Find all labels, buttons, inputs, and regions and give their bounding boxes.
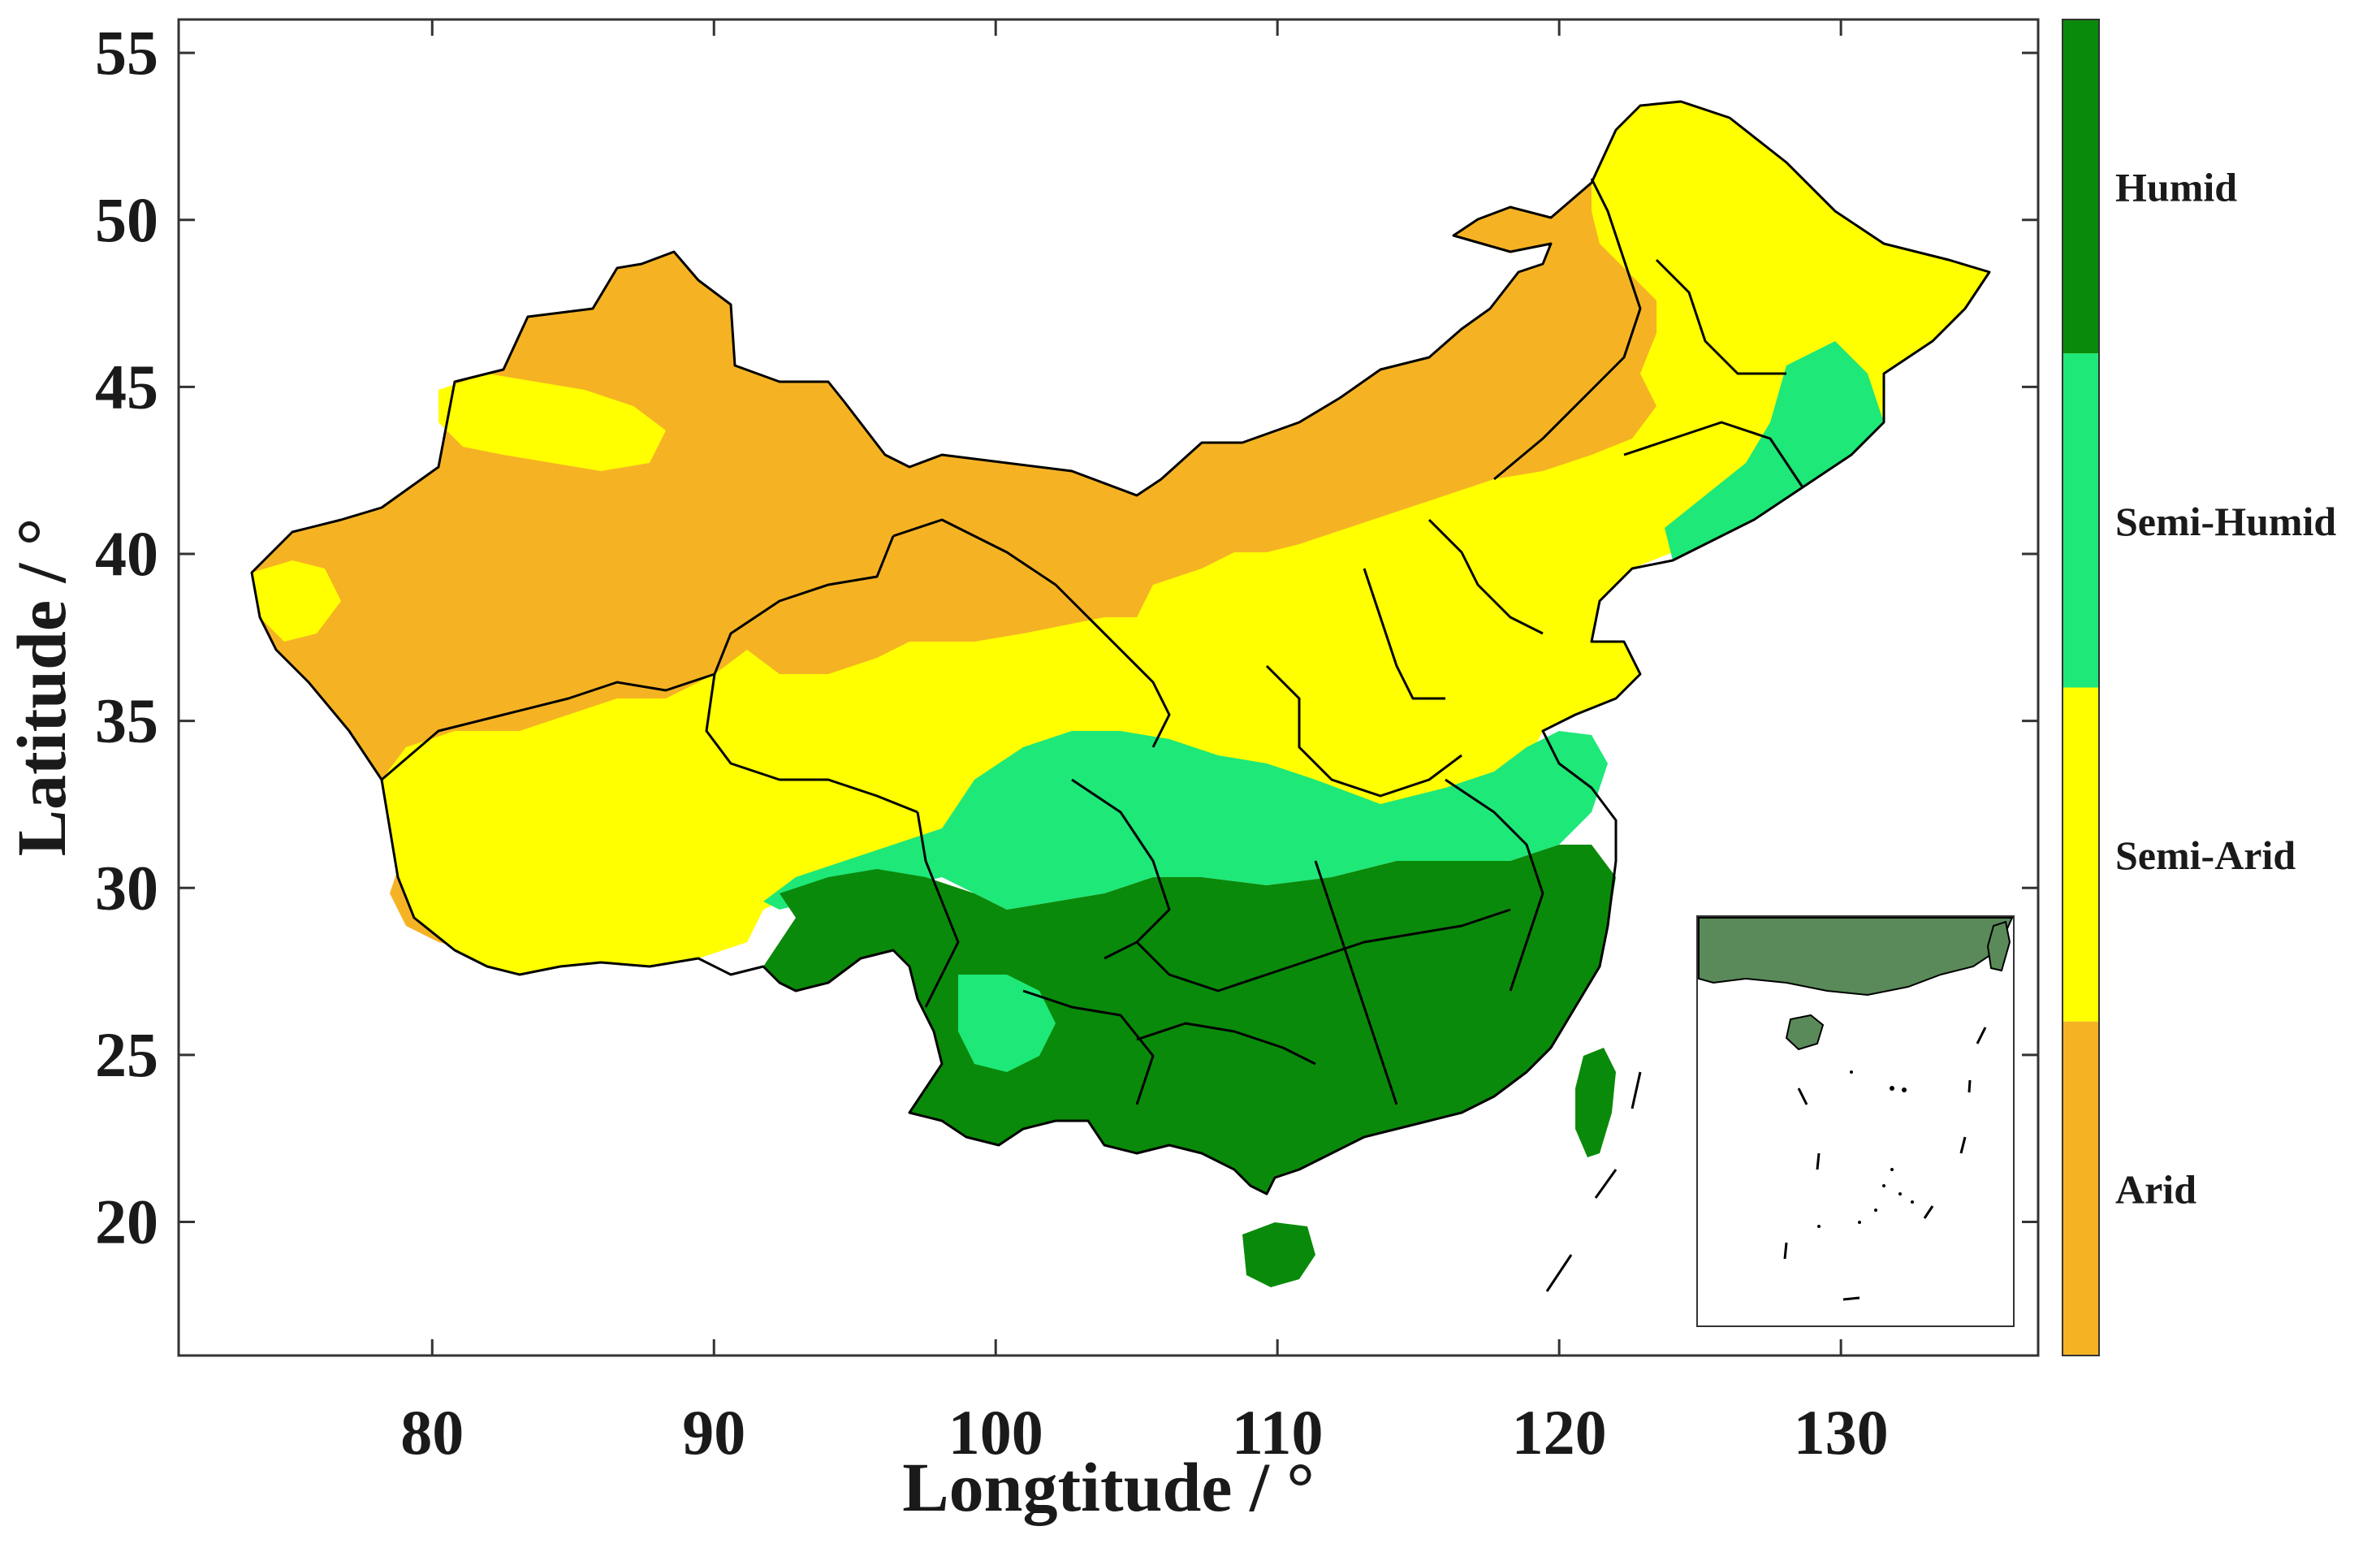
y-axis-title: Latitude / ° xyxy=(2,518,80,857)
inset-nine-dash-line xyxy=(1783,1027,1987,1301)
border-shanxi xyxy=(1363,568,1445,700)
x-tick-label: 110 xyxy=(1232,1397,1324,1468)
dash-3 xyxy=(1783,1242,1788,1260)
province-borders xyxy=(250,100,1991,1196)
dash-1 xyxy=(1797,1087,1808,1105)
inset-islands xyxy=(1817,1070,1914,1228)
y-axis-ticks: 55 50 45 40 35 30 25 20 xyxy=(95,17,2038,1257)
country-outline xyxy=(250,100,1991,1196)
legend-swatch-arid xyxy=(2063,1021,2099,1356)
island xyxy=(1902,1087,1907,1092)
y-tick-label: 45 xyxy=(95,351,158,422)
region-semi-arid-westmost xyxy=(252,560,341,642)
border-east-coast xyxy=(1445,778,1544,992)
island xyxy=(1817,1225,1821,1228)
y-tick-label: 25 xyxy=(95,1019,158,1090)
dash-7 xyxy=(1967,1079,1972,1093)
border-neimenggu xyxy=(1493,178,1642,481)
y-tick-label: 20 xyxy=(95,1187,158,1257)
legend-label: Arid xyxy=(2115,1166,2196,1212)
island xyxy=(1898,1192,1902,1196)
region-semi-humid-yunnan xyxy=(958,975,1056,1072)
x-axis-title: Longtitude / ° xyxy=(902,1448,1314,1526)
region-humid-south xyxy=(763,845,1616,1194)
x-axis-ticks: 80 90 100 110 120 130 xyxy=(400,19,1889,1468)
region-hainan xyxy=(1242,1222,1315,1287)
border-central-south xyxy=(1135,908,1511,992)
inset-hainan xyxy=(1785,1014,1825,1051)
border-hunan-jiangxi xyxy=(1314,860,1398,1105)
y-tick-label: 55 xyxy=(95,17,158,88)
x-tick-label: 90 xyxy=(682,1397,745,1468)
map-regions xyxy=(252,102,1989,1287)
border-yunnan-guizhou xyxy=(1022,989,1155,1105)
dash-4 xyxy=(1842,1296,1860,1301)
region-semi-humid xyxy=(763,731,1608,910)
dash-main-3 xyxy=(1545,1254,1573,1292)
border-hebei xyxy=(1428,518,1544,635)
dash-main-2 xyxy=(1594,1169,1618,1199)
border-qinghai-tibet xyxy=(705,673,918,814)
y-tick-label: 50 xyxy=(95,184,158,255)
x-tick-label: 80 xyxy=(400,1397,464,1468)
dash-6 xyxy=(1959,1136,1967,1154)
legend-label: Humid xyxy=(2115,165,2237,210)
island xyxy=(1858,1221,1861,1224)
inset-taiwan xyxy=(1986,920,2011,972)
legend-label: Semi-Arid xyxy=(2115,832,2296,878)
border-xinjiang-tibet xyxy=(381,672,715,781)
region-semi-arid-ili xyxy=(438,374,666,471)
border-sichuan-chongqing xyxy=(1071,778,1171,960)
island xyxy=(1911,1200,1914,1204)
x-tick-label: 130 xyxy=(1794,1397,1889,1468)
dash-2 xyxy=(1816,1152,1821,1170)
dash-main-1 xyxy=(1631,1071,1642,1109)
island xyxy=(1890,1086,1894,1091)
border-tibet-sichuan xyxy=(916,811,960,1008)
border-xinjiang-qinghai xyxy=(713,535,895,675)
legend-swatch-humid xyxy=(2063,19,2099,354)
border-northeast-1 xyxy=(1655,258,1786,375)
dash-5 xyxy=(1923,1205,1934,1219)
border-north xyxy=(1265,664,1462,798)
colorbar-frame xyxy=(2062,19,2100,1356)
x-tick-label: 120 xyxy=(1512,1397,1607,1468)
y-tick-label: 40 xyxy=(95,518,158,589)
inset-map xyxy=(1696,915,2015,1327)
x-tick-label: 100 xyxy=(948,1397,1043,1468)
legend-swatch-semi-arid xyxy=(2063,687,2099,1022)
border-northeast-2 xyxy=(1623,421,1804,488)
region-semi-humid-northeast xyxy=(1665,341,1884,560)
region-arid-northwest xyxy=(252,179,1689,975)
y-tick-label: 30 xyxy=(95,852,158,923)
dash-8 xyxy=(1976,1027,1987,1044)
region-taiwan xyxy=(1575,1048,1616,1157)
island xyxy=(1882,1184,1885,1187)
border-guangxi xyxy=(1136,1022,1316,1066)
island xyxy=(1874,1209,1877,1212)
region-semi-arid xyxy=(382,102,1989,975)
legend-label: Semi-Humid xyxy=(2115,499,2336,544)
sea-dashes xyxy=(1545,1071,1642,1292)
island xyxy=(1850,1070,1853,1074)
border-gansu xyxy=(892,518,1171,748)
legend-swatch-semi-humid xyxy=(2063,353,2099,688)
y-tick-label: 35 xyxy=(95,685,158,756)
colorbar-legend: Humid Semi-Humid Semi-Arid Arid xyxy=(2062,19,2336,1356)
island xyxy=(1890,1168,1894,1171)
